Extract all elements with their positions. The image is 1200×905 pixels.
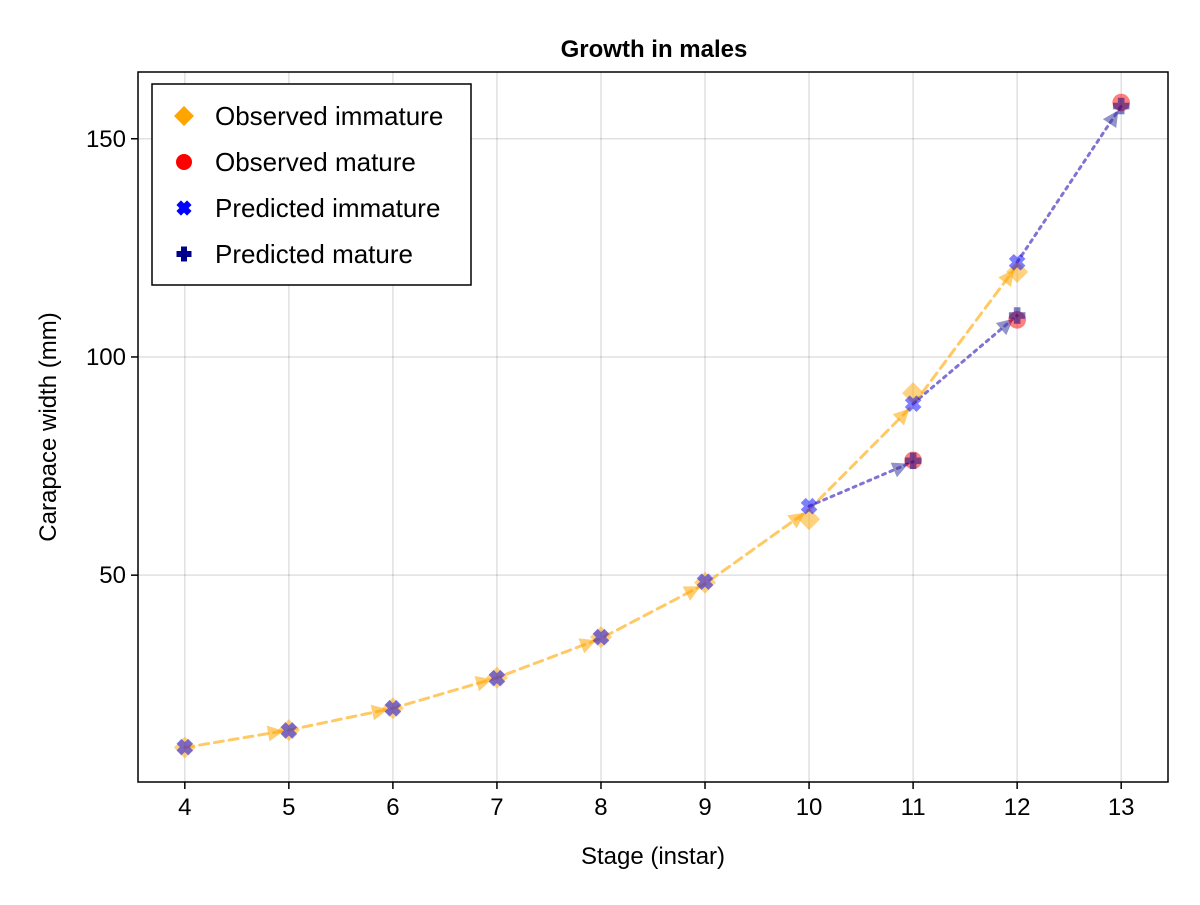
connector-lines: [183, 104, 1123, 750]
data-markers: [173, 93, 1130, 759]
mature-connector-line: [807, 460, 915, 508]
observed-immature-marker: [798, 508, 821, 531]
y-tick-label: 150: [86, 126, 126, 153]
legend-predicted-mature-symbol: [176, 246, 192, 262]
predicted-mature-marker: [1008, 307, 1026, 324]
x-tick-label: 7: [490, 794, 503, 821]
mature-connector-line: [911, 314, 1019, 406]
x-axis-label: Stage (instar): [581, 843, 725, 870]
predicted-immature-marker: [1008, 253, 1026, 271]
predicted-mature-marker: [1112, 97, 1130, 115]
x-tick-label: 4: [178, 794, 191, 821]
arrowhead: [1102, 110, 1119, 128]
arrowhead: [682, 586, 701, 601]
arrowhead: [787, 512, 805, 529]
predicted-immature-marker: [592, 628, 610, 646]
legend-observed-immature-symbol: [174, 106, 194, 126]
x-tick-label: 12: [1004, 794, 1031, 821]
arrowhead: [578, 638, 597, 654]
y-axis-label: Carapace width (mm): [35, 312, 62, 541]
predicted-immature-marker: [384, 699, 402, 717]
legend-observed-mature-symbol: [176, 154, 192, 170]
arrowhead: [474, 675, 493, 692]
predicted-immature-marker: [176, 738, 194, 756]
y-tick-label: 50: [99, 562, 126, 589]
x-tick-label: 10: [796, 794, 823, 821]
x-tick-label: 8: [594, 794, 607, 821]
arrowhead: [892, 408, 910, 426]
predicted-immature-marker: [696, 573, 714, 591]
legend-predicted-mature-label: Predicted mature: [215, 239, 413, 269]
predicted-immature-marker: [280, 722, 298, 739]
predicted-immature-marker: [800, 497, 818, 515]
x-tick-label: 6: [386, 794, 399, 821]
chart-title: Growth in males: [561, 36, 748, 63]
legend-box: [151, 83, 472, 286]
x-tick-label: 13: [1108, 794, 1135, 821]
predicted-immature-marker: [488, 669, 506, 687]
arrowhead: [890, 462, 909, 478]
predicted-immature-marker: [904, 395, 922, 412]
legend-predicted-immature-label: Predicted immature: [215, 193, 440, 223]
legend-observed-immature-label: Observed immature: [215, 101, 443, 131]
axis-ticks: 4 5 6 7 8 9 10 11 12 13 50 100 150: [86, 126, 1135, 821]
x-tick-label: 5: [282, 794, 295, 821]
predicted-mature-marker: [904, 452, 922, 470]
legend-observed-mature-label: Observed mature: [215, 147, 416, 177]
y-tick-label: 100: [86, 344, 126, 371]
legend: Observed immature Observed mature Predicte…: [151, 83, 472, 286]
x-tick-label: 9: [698, 794, 711, 821]
legend-predicted-immature-symbol: [176, 200, 192, 216]
mature-connector-line: [1015, 104, 1123, 264]
plot-frame: [137, 71, 1169, 783]
x-tick-label: 11: [901, 794, 926, 821]
immature-connector-line: [183, 263, 1019, 750]
